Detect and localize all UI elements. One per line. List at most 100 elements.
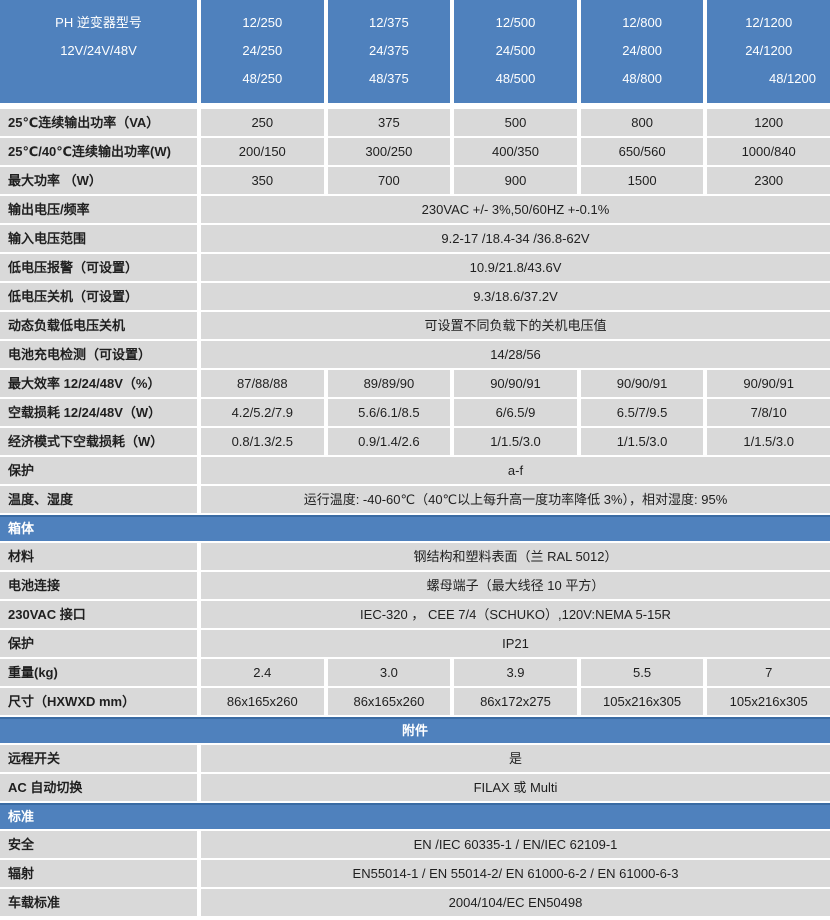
header-title-line2: 12V/24V/48V xyxy=(60,43,137,58)
row-value-cell: 89/89/90 xyxy=(327,370,451,397)
header-model-cell: 24/375 xyxy=(369,43,409,58)
row-label: 经济模式下空载损耗（W） xyxy=(0,428,197,455)
section-band: 箱体 xyxy=(0,515,830,541)
row-value-cell: 1500 xyxy=(580,167,704,194)
row-label: 电池充电检测（可设置） xyxy=(0,341,197,368)
header-model-cell: 12/1200 xyxy=(745,15,793,30)
spec-row: 材料 钢结构和塑料表面（兰 RAL 5012） xyxy=(0,543,830,570)
merged-value-cell: 14/28/56 xyxy=(201,341,830,368)
row-value-cell: 300/250 xyxy=(327,138,451,165)
spec-row: 保护 IP21 xyxy=(0,630,830,657)
row-value-cell: 86x172x275 xyxy=(454,688,577,715)
row-value-cell: 400/350 xyxy=(454,138,577,165)
header-title-block: PH 逆变器型号 12V/24V/48V xyxy=(0,0,197,103)
spec-row: 温度、湿度 运行温度: -40-60℃（40℃以上每升高一度功率降低 3%），相对… xyxy=(0,486,830,513)
merged-value-cell: IEC-320 ， CEE 7/4（SCHUKO）,120V:NEMA 5-15… xyxy=(201,601,830,628)
row-value-cell: 350 xyxy=(201,167,324,194)
row-value-cell: 0.8/1.3/2.5 xyxy=(201,428,324,455)
row-value-cell: 5.5 xyxy=(580,659,704,686)
merged-value-cell: 230VAC +/- 3%,50/60HZ +-0.1% xyxy=(201,196,830,223)
section-band: 标准 xyxy=(0,803,830,829)
merged-value-cell: 2004/104/EC EN50498 xyxy=(201,889,830,916)
spec-row: 车载标准 2004/104/EC EN50498 xyxy=(0,889,830,916)
row-value-cell: 86x165x260 xyxy=(327,688,451,715)
row-value-cell: 1/1.5/3.0 xyxy=(454,428,577,455)
row-value-cell: 800 xyxy=(580,109,704,136)
row-value-cell: 90/90/91 xyxy=(707,370,830,397)
row-value-cell: 7/8/10 xyxy=(707,399,830,426)
row-label: 动态负载低电压关机 xyxy=(0,312,197,339)
header-model-cell: 24/250 xyxy=(242,43,283,58)
row-label: 低电压报警（可设置） xyxy=(0,254,197,281)
spec-row: 低电压报警（可设置） 10.9/21.8/43.6V xyxy=(0,254,830,281)
row-value-cell: 86x165x260 xyxy=(201,688,324,715)
merged-value-cell: 9.2-17 /18.4-34 /36.8-62V xyxy=(201,225,830,252)
header-model-column: 12/800 24/800 48/800 xyxy=(580,0,704,103)
row-value-cell: 1000/840 xyxy=(707,138,830,165)
header-model-cell: 24/800 xyxy=(622,43,662,58)
merged-value-cell: EN /IEC 60335-1 / EN/IEC 62109-1 xyxy=(201,831,830,858)
row-value-cell: 500 xyxy=(454,109,577,136)
header-model-cell: 48/800 xyxy=(622,71,662,86)
row-value-cell: 0.9/1.4/2.6 xyxy=(327,428,451,455)
header-model-cell: 48/250 xyxy=(242,71,283,86)
merged-value-cell: 可设置不同负载下的关机电压值 xyxy=(201,312,830,339)
row-value-cell: 1200 xyxy=(707,109,830,136)
merged-value-cell: FILAX 或 Multi xyxy=(201,774,830,801)
row-label: 保护 xyxy=(0,630,197,657)
row-value-cell: 200/150 xyxy=(201,138,324,165)
header-model-cell: 12/500 xyxy=(495,15,536,30)
spec-row: 输入电压范围 9.2-17 /18.4-34 /36.8-62V xyxy=(0,225,830,252)
row-label: 材料 xyxy=(0,543,197,570)
row-value-cell: 250 xyxy=(201,109,324,136)
spec-row: AC 自动切换 FILAX 或 Multi xyxy=(0,774,830,801)
header-model-cell: 12/800 xyxy=(622,15,662,30)
row-label: 230VAC 接口 xyxy=(0,601,197,628)
spec-row: 远程开关是 xyxy=(0,745,830,772)
row-label: 输出电压/频率 xyxy=(0,196,197,223)
row-label: 重量(kg) xyxy=(0,659,197,686)
spec-row: 25℃/40℃连续输出功率(W) 200/150 300/250 400/350 650… xyxy=(0,138,830,165)
row-label: 最大功率 （W） xyxy=(0,167,197,194)
row-value-cell: 105x216x305 xyxy=(707,688,830,715)
spec-row: 重量(kg) 2.4 3.0 3.9 5.5 7 xyxy=(0,659,830,686)
row-value-cell: 7 xyxy=(707,659,830,686)
header-model-column: 12/250 24/250 48/250 xyxy=(201,0,324,103)
merged-value-cell: 9.3/18.6/37.2V xyxy=(201,283,830,310)
row-value-cell: 4.2/5.2/7.9 xyxy=(201,399,324,426)
row-label: 电池连接 xyxy=(0,572,197,599)
row-value-cell: 700 xyxy=(327,167,451,194)
row-label: 尺寸（HXWXD mm） xyxy=(0,688,197,715)
header-title-line1: PH 逆变器型号 xyxy=(55,15,142,30)
spec-row: 尺寸（HXWXD mm） 86x165x260 86x165x260 86x172x2… xyxy=(0,688,830,715)
header-model-cell: 24/500 xyxy=(495,43,536,58)
merged-value-cell: IP21 xyxy=(201,630,830,657)
row-label: 保护 xyxy=(0,457,197,484)
row-value-cell: 105x216x305 xyxy=(580,688,704,715)
row-value-cell: 3.0 xyxy=(327,659,451,686)
table-header: PH 逆变器型号 12V/24V/48V 12/250 24/250 48/250 1… xyxy=(0,0,830,103)
row-label: 25℃连续输出功率（VA） xyxy=(0,109,197,136)
row-value-cell: 1/1.5/3.0 xyxy=(580,428,704,455)
row-label: 车载标准 xyxy=(0,889,197,916)
merged-value-cell: 钢结构和塑料表面（兰 RAL 5012） xyxy=(201,543,830,570)
row-label: AC 自动切换 xyxy=(0,774,197,801)
row-label: 温度、湿度 xyxy=(0,486,197,513)
merged-value-cell: 运行温度: -40-60℃（40℃以上每升高一度功率降低 3%），相对湿度: 9… xyxy=(201,486,830,513)
header-model-cell: 48/375 xyxy=(369,71,409,86)
header-model-column: 12/1200 24/1200 48/1200 xyxy=(707,0,830,103)
spec-row: 230VAC 接口 IEC-320 ， CEE 7/4（SCHUKO）,120V:… xyxy=(0,601,830,628)
section-band: 附件 xyxy=(0,717,830,743)
merged-value-cell: 10.9/21.8/43.6V xyxy=(201,254,830,281)
spec-row: 安全 EN /IEC 60335-1 / EN/IEC 62109-1 xyxy=(0,831,830,858)
row-value-cell: 2.4 xyxy=(201,659,324,686)
spec-row: 最大效率 12/24/48V（%） 87/88/88 89/89/90 90/90/9… xyxy=(0,370,830,397)
header-model-cell: 12/375 xyxy=(369,15,409,30)
row-label: 最大效率 12/24/48V（%） xyxy=(0,370,197,397)
row-value-cell: 90/90/91 xyxy=(580,370,704,397)
header-model-cell: 24/1200 xyxy=(745,43,793,58)
row-value-cell: 650/560 xyxy=(580,138,704,165)
row-value-cell: 90/90/91 xyxy=(454,370,577,397)
row-label: 远程开关 xyxy=(0,745,197,772)
